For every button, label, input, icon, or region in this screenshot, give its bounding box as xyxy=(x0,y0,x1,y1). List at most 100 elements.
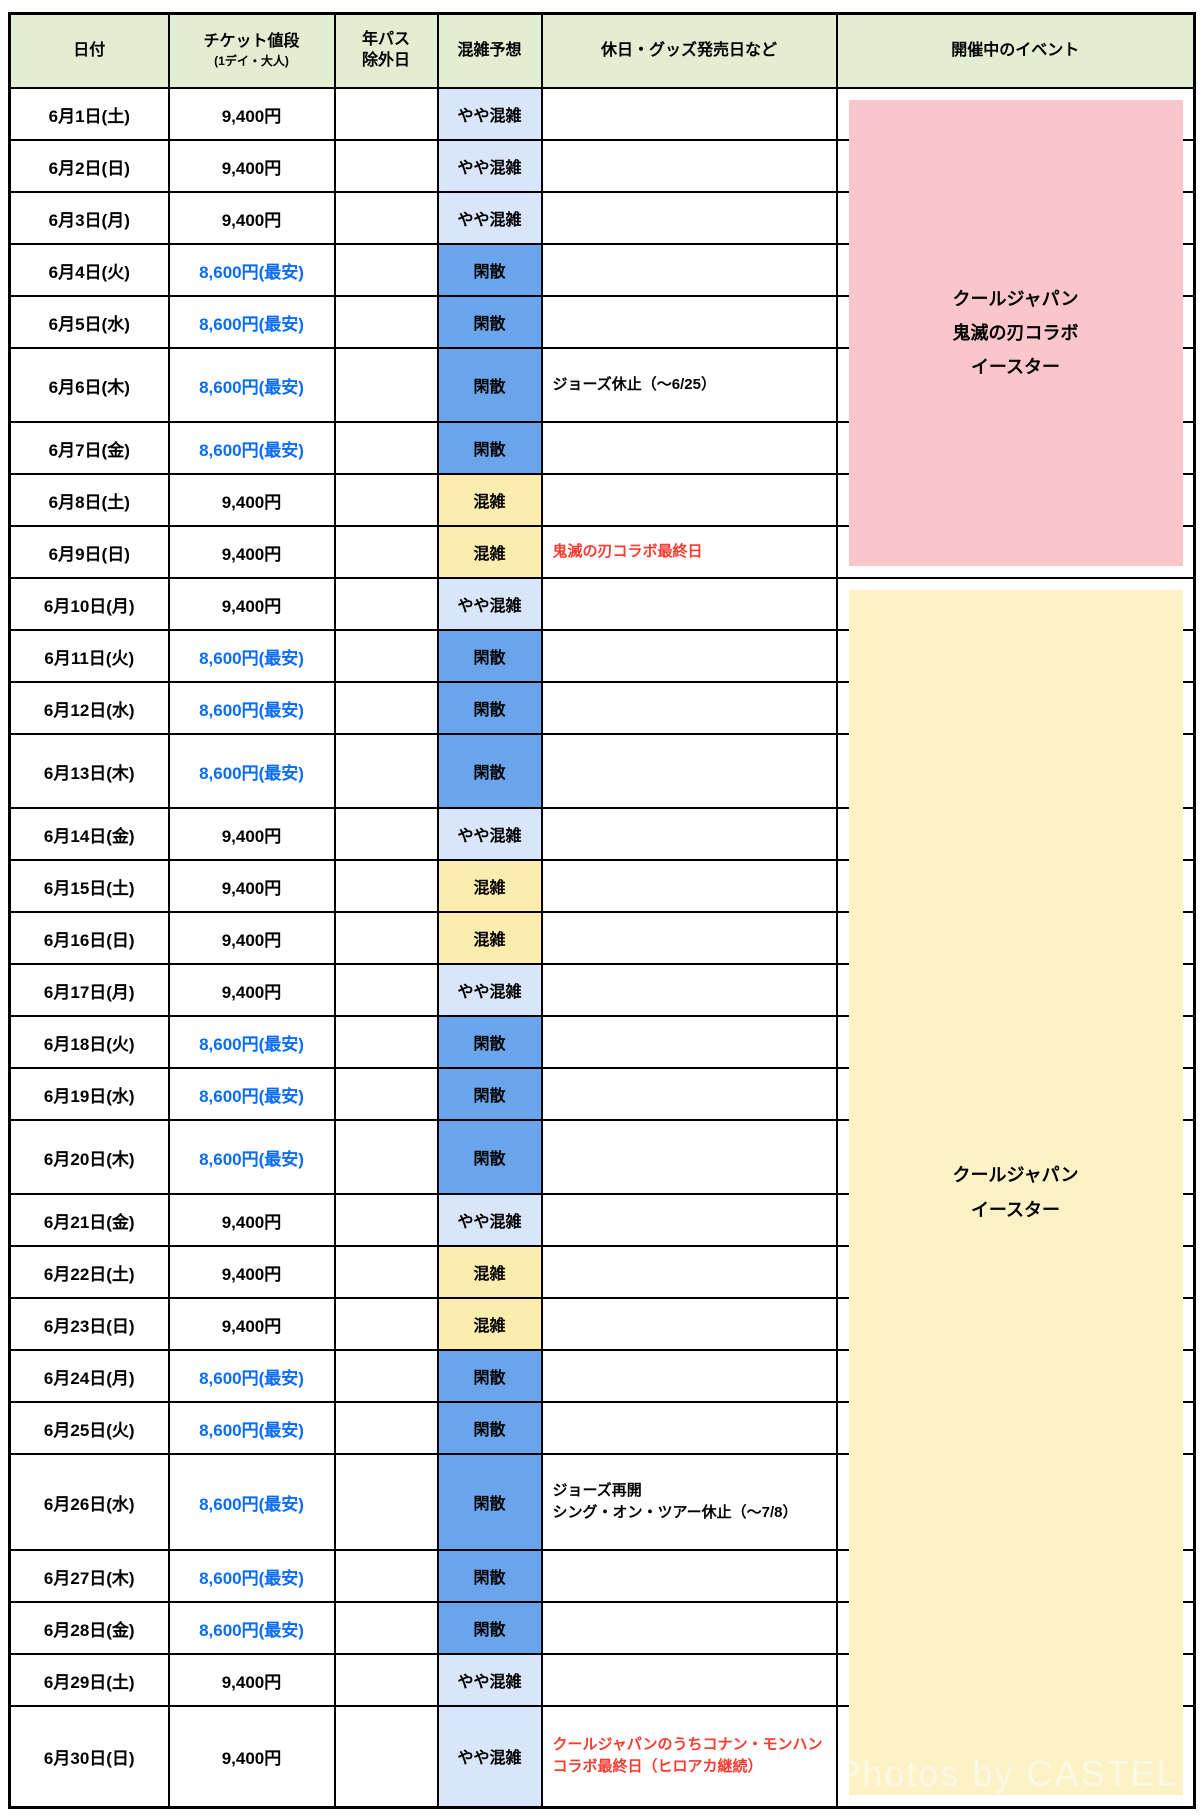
date-cell: 6月25日(火) xyxy=(8,1401,170,1455)
annual-pass-cell xyxy=(333,1067,439,1121)
note-cell xyxy=(540,1653,838,1707)
price-cell: 9,400円 xyxy=(167,1245,336,1299)
date-cell: 6月1日(土) xyxy=(8,87,170,141)
annual-pass-cell xyxy=(333,243,439,297)
header-row: 日付 チケット値段 (1デイ・大人) 年パス 除外日 混雑予想 休日・グッズ発売… xyxy=(8,12,1196,89)
price-cell: 8,600円(最安) xyxy=(167,295,336,349)
price-cell: 8,600円(最安) xyxy=(167,1349,336,1403)
date-cell: 6月13日(木) xyxy=(8,733,170,809)
price-cell: 8,600円(最安) xyxy=(167,421,336,475)
crowd-cell: 閑散 xyxy=(436,421,543,475)
price-cell: 8,600円(最安) xyxy=(167,1119,336,1195)
crowd-cell: やや混雑 xyxy=(436,1705,543,1808)
crowd-cell: 閑散 xyxy=(436,1601,543,1655)
crowd-cell: 閑散 xyxy=(436,243,543,297)
note-cell: クールジャパンのうちコナン・モンハンコラボ最終日（ヒロアカ継続） xyxy=(540,1705,838,1808)
date-cell: 6月2日(日) xyxy=(8,139,170,193)
date-cell: 6月14日(金) xyxy=(8,807,170,861)
date-cell: 6月9日(日) xyxy=(8,525,170,579)
annual-pass-cell xyxy=(333,807,439,861)
annual-pass-cell xyxy=(333,1601,439,1655)
note-cell xyxy=(540,1119,838,1195)
note-cell xyxy=(540,807,838,861)
date-cell: 6月24日(月) xyxy=(8,1349,170,1403)
price-cell: 8,600円(最安) xyxy=(167,629,336,683)
annual-pass-cell xyxy=(333,191,439,245)
crowd-cell: やや混雑 xyxy=(436,139,543,193)
date-cell: 6月4日(火) xyxy=(8,243,170,297)
price-cell: 8,600円(最安) xyxy=(167,1067,336,1121)
date-cell: 6月5日(水) xyxy=(8,295,170,349)
annual-pass-cell xyxy=(333,525,439,579)
calendar-table-wrap: 日付 チケット値段 (1デイ・大人) 年パス 除外日 混雑予想 休日・グッズ発売… xyxy=(8,12,1196,1809)
price-cell: 8,600円(最安) xyxy=(167,1015,336,1069)
price-cell: 9,400円 xyxy=(167,1705,336,1808)
crowd-cell: やや混雑 xyxy=(436,1653,543,1707)
date-cell: 6月15日(土) xyxy=(8,859,170,913)
price-cell: 9,400円 xyxy=(167,191,336,245)
date-cell: 6月16日(日) xyxy=(8,911,170,965)
crowd-cell: 閑散 xyxy=(436,629,543,683)
annual-pass-cell xyxy=(333,421,439,475)
note-cell xyxy=(540,681,838,735)
price-cell: 8,600円(最安) xyxy=(167,1453,336,1551)
date-cell: 6月30日(日) xyxy=(8,1705,170,1808)
crowd-cell: 混雑 xyxy=(436,1245,543,1299)
price-cell: 9,400円 xyxy=(167,139,336,193)
note-cell xyxy=(540,87,838,141)
note-cell xyxy=(540,1297,838,1351)
note-cell xyxy=(540,963,838,1017)
note-cell xyxy=(540,1193,838,1247)
note-cell xyxy=(540,911,838,965)
note-cell xyxy=(540,243,838,297)
date-cell: 6月10日(月) xyxy=(8,577,170,631)
crowd-cell: 閑散 xyxy=(436,295,543,349)
date-cell: 6月3日(月) xyxy=(8,191,170,245)
event-label: クールジャパン 鬼滅の刃コラボ イースター xyxy=(952,288,1079,378)
crowd-cell: 閑散 xyxy=(436,1401,543,1455)
price-cell: 9,400円 xyxy=(167,473,336,527)
crowd-cell: 混雑 xyxy=(436,911,543,965)
annual-pass-cell xyxy=(333,1015,439,1069)
annual-pass-cell xyxy=(333,473,439,527)
crowd-cell: 閑散 xyxy=(436,1349,543,1403)
date-cell: 6月20日(木) xyxy=(8,1119,170,1195)
crowd-cell: 混雑 xyxy=(436,473,543,527)
crowd-cell: 混雑 xyxy=(436,1297,543,1351)
note-cell: 鬼滅の刃コラボ最終日 xyxy=(540,525,838,579)
price-cell: 8,600円(最安) xyxy=(167,1401,336,1455)
header-annual-pass: 年パス 除外日 xyxy=(333,12,439,89)
note-cell xyxy=(540,421,838,475)
note-cell xyxy=(540,295,838,349)
date-cell: 6月18日(火) xyxy=(8,1015,170,1069)
annual-pass-cell xyxy=(333,139,439,193)
price-cell: 8,600円(最安) xyxy=(167,1549,336,1603)
note-cell xyxy=(540,191,838,245)
date-cell: 6月17日(月) xyxy=(8,963,170,1017)
crowd-cell: やや混雑 xyxy=(436,963,543,1017)
header-ticket-price-sub: (1デイ・大人) xyxy=(214,54,289,69)
crowd-cell: 閑散 xyxy=(436,1015,543,1069)
annual-pass-cell xyxy=(333,295,439,349)
annual-pass-cell xyxy=(333,911,439,965)
note-cell xyxy=(540,1245,838,1299)
date-cell: 6月8日(土) xyxy=(8,473,170,527)
note-cell xyxy=(540,473,838,527)
annual-pass-cell xyxy=(333,1349,439,1403)
price-cell: 9,400円 xyxy=(167,1297,336,1351)
watermark-text: Photos by CASTEL xyxy=(836,1753,1179,1794)
annual-pass-cell xyxy=(333,1119,439,1195)
note-cell xyxy=(540,1067,838,1121)
annual-pass-cell xyxy=(333,1245,439,1299)
crowd-cell: 閑散 xyxy=(436,1067,543,1121)
note-cell xyxy=(540,1401,838,1455)
crowd-cell: 閑散 xyxy=(436,1549,543,1603)
header-ticket-price: チケット値段 (1デイ・大人) xyxy=(167,12,336,89)
header-crowd: 混雑予想 xyxy=(436,12,543,89)
date-cell: 6月28日(金) xyxy=(8,1601,170,1655)
annual-pass-cell xyxy=(333,733,439,809)
price-cell: 8,600円(最安) xyxy=(167,733,336,809)
price-cell: 9,400円 xyxy=(167,963,336,1017)
price-cell: 9,400円 xyxy=(167,807,336,861)
